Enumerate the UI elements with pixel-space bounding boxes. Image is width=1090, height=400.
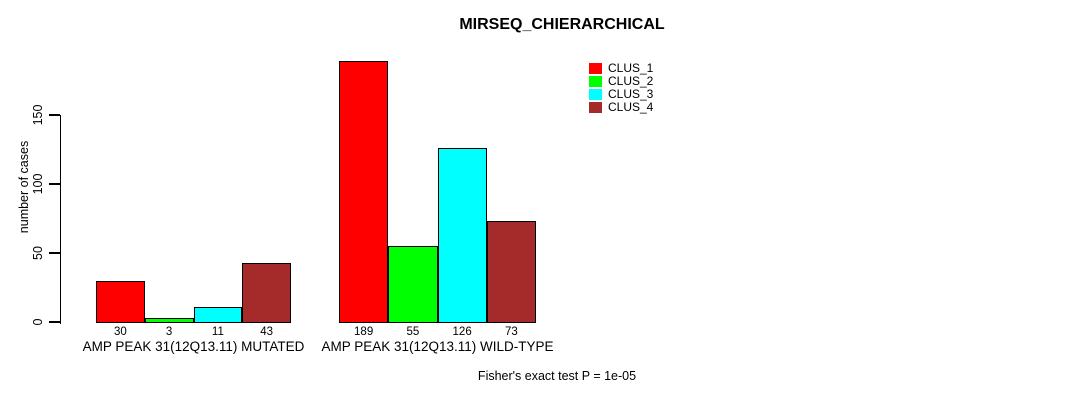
group-label: AMP PEAK 31(12Q13.11) MUTATED bbox=[82, 339, 305, 354]
bar-clus-4-group1 bbox=[242, 262, 291, 324]
legend-item: CLUS_1 bbox=[589, 62, 653, 75]
legend-label: CLUS_3 bbox=[608, 87, 654, 101]
y-axis-tick-label: 0 bbox=[31, 318, 45, 326]
y-axis-tick-label: 150 bbox=[31, 104, 45, 126]
y-axis-tick-label: 50 bbox=[31, 246, 45, 260]
bar-value-label: 189 bbox=[354, 326, 374, 338]
legend-label: CLUS_1 bbox=[608, 61, 654, 75]
bar-clus-1-group1 bbox=[96, 280, 145, 324]
bar-value-label: 126 bbox=[452, 326, 472, 338]
legend-item: CLUS_3 bbox=[589, 88, 653, 101]
bar-value-label: 55 bbox=[406, 326, 420, 338]
legend-label: CLUS_4 bbox=[608, 100, 654, 114]
y-axis-tick bbox=[48, 183, 60, 185]
bar-clus-4-group2 bbox=[486, 221, 536, 324]
y-axis-line bbox=[59, 115, 61, 324]
bar-clus-2-group1 bbox=[144, 317, 194, 324]
chart-title: MIRSEQ_CHIERARCHICAL bbox=[459, 16, 665, 33]
bar-value-label: 3 bbox=[165, 326, 173, 338]
legend-item: CLUS_4 bbox=[589, 101, 653, 114]
bar-value-label: 30 bbox=[113, 326, 127, 338]
legend: CLUS_1 CLUS_2 CLUS_3 CLUS_4 bbox=[589, 62, 653, 114]
legend-color-swatch bbox=[589, 63, 602, 74]
bar-clus-3-group2 bbox=[437, 148, 487, 324]
legend-color-swatch bbox=[589, 102, 602, 113]
legend-color-swatch bbox=[589, 89, 602, 100]
y-axis-tick bbox=[48, 252, 60, 254]
legend-label: CLUS_2 bbox=[608, 74, 654, 88]
fisher-test-annotation: Fisher's exact test P = 1e-05 bbox=[477, 369, 637, 383]
legend-item: CLUS_2 bbox=[589, 75, 653, 88]
group-label: AMP PEAK 31(12Q13.11) WILD-TYPE bbox=[321, 339, 554, 354]
legend-color-swatch bbox=[589, 76, 602, 87]
y-axis-tick-label: 100 bbox=[31, 173, 45, 195]
y-axis-tick bbox=[48, 114, 60, 116]
bar-value-label: 43 bbox=[260, 326, 274, 338]
bar-value-label: 11 bbox=[211, 326, 224, 338]
bar-value-label: 73 bbox=[504, 326, 518, 338]
y-axis-label: number of cases bbox=[17, 140, 31, 234]
bar-clus-3-group1 bbox=[193, 306, 243, 324]
bar-clus-2-group2 bbox=[388, 246, 438, 324]
bar-clus-1-group2 bbox=[339, 61, 389, 324]
y-axis-tick bbox=[48, 321, 60, 323]
